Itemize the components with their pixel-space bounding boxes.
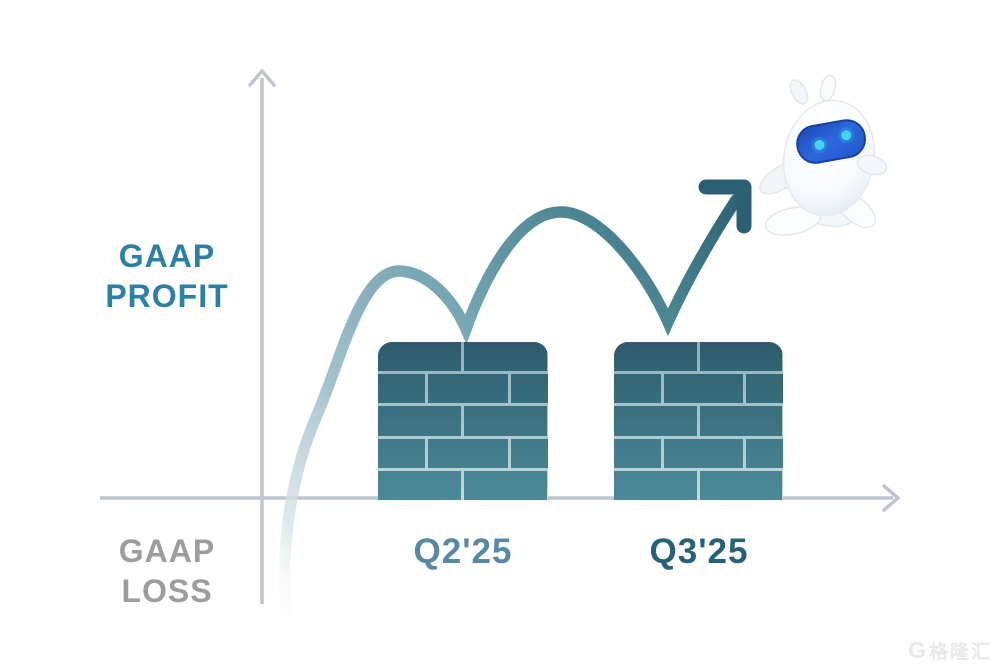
brick: [378, 374, 426, 404]
robot-mascot: [759, 74, 888, 236]
robot-right-eye: [841, 130, 852, 141]
brick-wall-q3: [614, 342, 783, 500]
brick: [378, 470, 461, 500]
gaap-profit-line2: PROFIT: [105, 278, 229, 314]
brick: [614, 438, 661, 468]
brick: [614, 470, 697, 500]
brick: [378, 438, 426, 468]
brick: [664, 438, 744, 468]
brick: [510, 438, 548, 468]
brick: [464, 406, 547, 436]
brick-row: [614, 470, 783, 500]
brick: [746, 374, 783, 404]
brick-row: [614, 438, 783, 468]
brick: [378, 342, 461, 372]
brick: [464, 470, 547, 500]
watermark-text: 格隆汇: [928, 642, 992, 663]
x-axis-arrowhead-icon: [882, 484, 900, 512]
robot-left-eye: [814, 140, 825, 151]
robot-right-ear: [819, 74, 837, 102]
brick: [378, 406, 461, 436]
brick: [746, 438, 783, 468]
brick-row: [378, 342, 548, 372]
brick-row: [378, 406, 548, 436]
robot-left-ear: [789, 79, 809, 105]
y-axis-label-loss: GAAP LOSS: [52, 531, 282, 611]
brick: [614, 406, 697, 436]
y-axis-arrowhead-icon: [248, 69, 276, 87]
x-axis-label-q2: Q2'25: [413, 532, 513, 571]
brick: [428, 374, 508, 404]
x-axis-label-q3: Q3'25: [649, 532, 749, 571]
brick-row: [614, 342, 783, 372]
watermark-logo-icon: G: [908, 637, 926, 663]
y-axis: [248, 69, 276, 604]
brick-row: [614, 406, 783, 436]
brick: [614, 374, 661, 404]
brick: [464, 342, 547, 372]
brick-row: [378, 438, 548, 468]
brick: [699, 470, 782, 500]
brick-row: [614, 374, 783, 404]
y-axis-label-profit: GAAP PROFIT: [52, 236, 282, 316]
brick: [699, 342, 782, 372]
robot-visor: [796, 119, 866, 164]
brick-wall-q2: [378, 342, 548, 500]
gaap-loss-line2: LOSS: [121, 573, 213, 609]
brick: [699, 406, 782, 436]
gaap-profit-line1: GAAP: [118, 238, 216, 274]
brick: [510, 374, 548, 404]
brick: [428, 438, 508, 468]
arrow-head-icon: [698, 179, 752, 234]
brick-row: [378, 470, 548, 500]
brick: [664, 374, 744, 404]
watermark: G 格隆汇: [908, 637, 992, 664]
bouncing-arrow: [278, 179, 752, 618]
gaap-loss-line1: GAAP: [118, 533, 216, 569]
arrow-curve: [278, 194, 742, 618]
brick: [614, 342, 697, 372]
robot-right-arm: [856, 154, 888, 176]
brick-row: [378, 374, 548, 404]
